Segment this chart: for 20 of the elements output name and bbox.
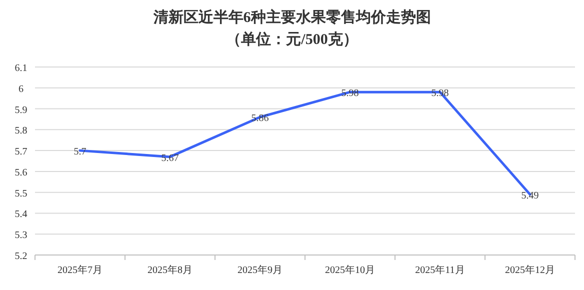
y-tick-label: 5.7 [14, 146, 28, 158]
y-tick-label: 5.9 [14, 104, 28, 116]
x-tick-label: 2025年7月 [58, 264, 102, 276]
x-tick-label: 2025年8月 [148, 264, 192, 276]
y-tick-label: 6.1 [14, 63, 28, 74]
x-tick-label: 2025年9月 [238, 264, 282, 276]
data-label: 5.7 [74, 146, 86, 158]
y-tick-label: 5.3 [14, 230, 28, 242]
x-tick-label: 2025年12月 [505, 264, 555, 276]
x-tick-label: 2025年11月 [415, 264, 465, 276]
chart-subtitle: （单位：元/500克） [226, 31, 358, 48]
y-tick-label: 5.2 [14, 251, 28, 262]
y-tick-label: 5.4 [14, 209, 28, 220]
y-tick-label: 5.5 [14, 188, 28, 200]
data-label: 5.49 [521, 190, 539, 202]
y-tick-label: 5.8 [14, 126, 28, 137]
y-tick-label: 6 [18, 84, 24, 95]
chart-title: 清新区近半年6种主要水果零售均价走势图 [152, 8, 431, 26]
x-tick-label: 2025年10月 [325, 264, 375, 276]
y-tick-label: 5.6 [14, 167, 28, 178]
